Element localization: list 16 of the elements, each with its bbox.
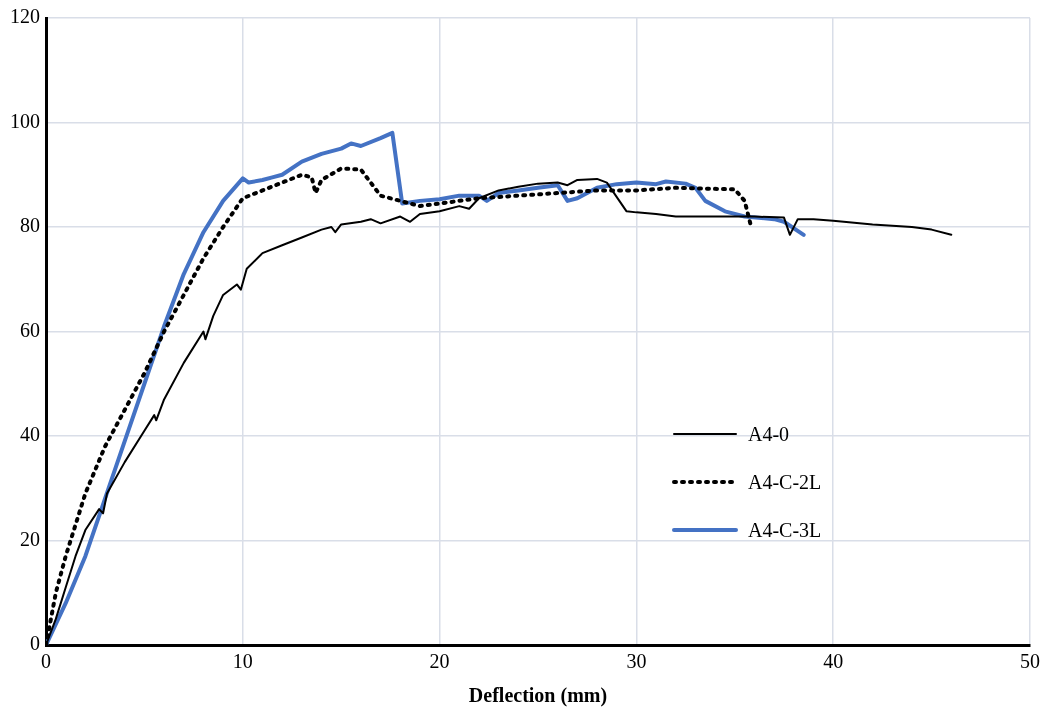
legend-label: A4-0 bbox=[748, 422, 790, 446]
y-tick-label: 60 bbox=[20, 318, 40, 341]
y-tick-label: 0 bbox=[30, 632, 40, 655]
x-tick-label: 10 bbox=[232, 650, 253, 673]
x-tick-label: 20 bbox=[429, 650, 450, 673]
x-tick-label: 30 bbox=[626, 650, 647, 673]
x-axis-title: Deflection (mm) bbox=[468, 684, 608, 708]
legend-label: A4-C-3L bbox=[748, 518, 822, 542]
y-tick-label: 20 bbox=[20, 527, 40, 550]
y-tick-label: 40 bbox=[20, 423, 40, 446]
y-tick-label: 100 bbox=[10, 109, 40, 132]
legend-label: A4-C-2L bbox=[748, 470, 822, 494]
y-tick-label: 120 bbox=[10, 5, 40, 28]
y-tick-label: 80 bbox=[20, 214, 40, 237]
x-tick-label: 50 bbox=[1020, 650, 1040, 673]
x-tick-label: 40 bbox=[823, 650, 844, 673]
